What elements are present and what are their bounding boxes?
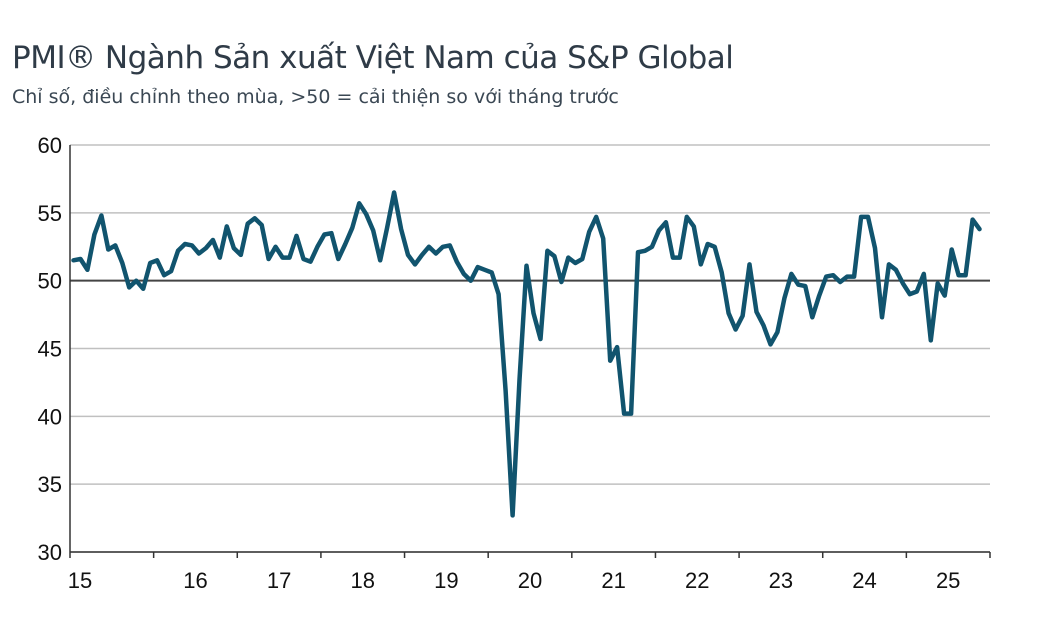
x-tick-label: 20: [518, 568, 542, 593]
x-tick-label: 19: [434, 568, 458, 593]
x-tick-label: 23: [769, 568, 793, 593]
series-line-pmi: [71, 190, 982, 518]
y-tick-label: 40: [38, 404, 62, 429]
x-tick-label: 22: [685, 568, 709, 593]
y-tick-label: 60: [38, 133, 62, 158]
x-tick-label: 15: [68, 568, 92, 593]
x-tick-label: 17: [267, 568, 291, 593]
x-tick-label: 24: [852, 568, 876, 593]
y-tick-label: 45: [38, 337, 62, 362]
x-tick-label: 16: [183, 568, 207, 593]
chart-title: PMI® Ngành Sản xuất Việt Nam của S&P Glo…: [12, 40, 734, 76]
y-tick-label: 30: [38, 540, 62, 565]
x-tick-label: 18: [350, 568, 374, 593]
chart-subtitle: Chỉ số, điều chỉnh theo mùa, >50 = cải t…: [12, 86, 619, 108]
x-tick-label: 25: [936, 568, 960, 593]
y-tick-label: 55: [38, 201, 62, 226]
y-tick-label: 35: [38, 472, 62, 497]
x-tick-label: 21: [601, 568, 625, 593]
y-tick-label: 50: [38, 269, 62, 294]
